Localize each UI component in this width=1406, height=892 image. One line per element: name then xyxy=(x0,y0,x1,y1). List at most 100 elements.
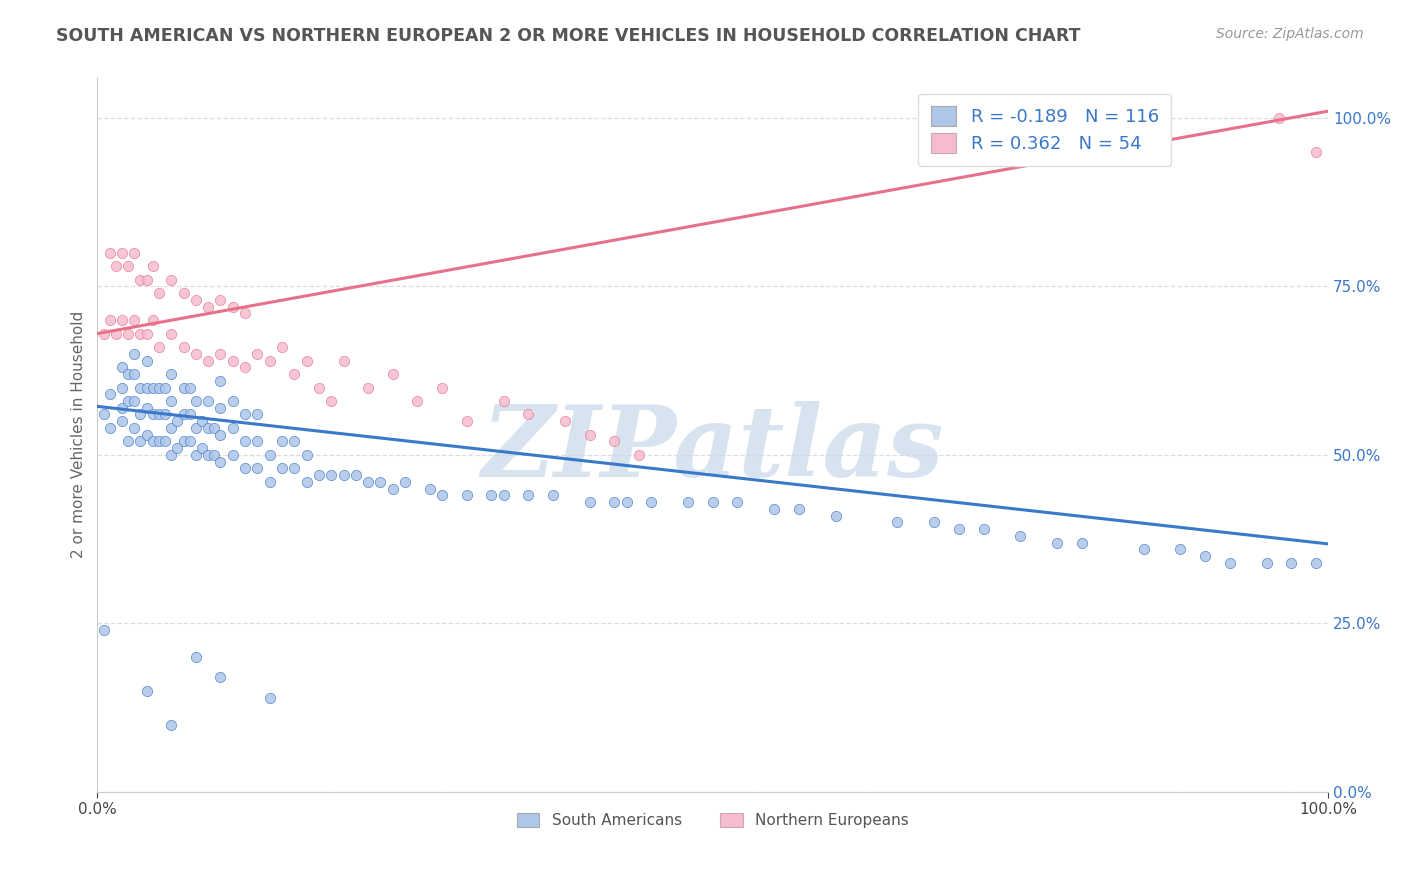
Point xyxy=(93,408,115,422)
Point xyxy=(271,434,294,449)
Point xyxy=(271,461,294,475)
Point xyxy=(129,380,152,394)
Point xyxy=(222,394,245,409)
Point xyxy=(129,273,152,287)
Point xyxy=(973,522,995,536)
Point xyxy=(173,380,195,394)
Point xyxy=(173,434,195,449)
Point xyxy=(142,313,165,327)
Point xyxy=(370,475,392,489)
Point xyxy=(627,448,650,462)
Point xyxy=(148,286,170,301)
Point xyxy=(197,394,219,409)
Point xyxy=(357,380,380,394)
Point xyxy=(184,421,207,435)
Point xyxy=(111,360,134,375)
Point xyxy=(1071,535,1094,549)
Text: SOUTH AMERICAN VS NORTHERN EUROPEAN 2 OR MORE VEHICLES IN HOUSEHOLD CORRELATION : SOUTH AMERICAN VS NORTHERN EUROPEAN 2 OR… xyxy=(56,27,1081,45)
Point xyxy=(1046,535,1069,549)
Point xyxy=(197,421,219,435)
Text: ZIPatlas: ZIPatlas xyxy=(482,401,943,497)
Point xyxy=(787,501,810,516)
Point xyxy=(308,380,330,394)
Point xyxy=(541,488,564,502)
Point xyxy=(142,434,165,449)
Point xyxy=(246,347,269,361)
Point xyxy=(1256,556,1278,570)
Point xyxy=(153,434,176,449)
Point xyxy=(222,448,245,462)
Point xyxy=(1194,549,1216,563)
Point xyxy=(1010,529,1032,543)
Point xyxy=(160,326,183,341)
Point xyxy=(209,347,232,361)
Point xyxy=(1268,111,1291,125)
Point xyxy=(179,380,201,394)
Point xyxy=(283,434,305,449)
Point xyxy=(135,683,157,698)
Point xyxy=(321,468,343,483)
Point xyxy=(295,353,318,368)
Point xyxy=(517,408,540,422)
Point xyxy=(517,488,540,502)
Point xyxy=(616,495,638,509)
Point xyxy=(209,455,232,469)
Point xyxy=(129,326,152,341)
Point xyxy=(222,421,245,435)
Point xyxy=(1305,145,1327,159)
Point xyxy=(344,468,367,483)
Text: Source: ZipAtlas.com: Source: ZipAtlas.com xyxy=(1216,27,1364,41)
Point xyxy=(148,408,170,422)
Point xyxy=(135,401,157,415)
Point xyxy=(124,367,146,381)
Point xyxy=(124,245,146,260)
Point xyxy=(492,488,515,502)
Point xyxy=(479,488,502,502)
Point xyxy=(173,286,195,301)
Point xyxy=(197,448,219,462)
Point xyxy=(111,245,134,260)
Point xyxy=(153,408,176,422)
Point xyxy=(202,448,225,462)
Point xyxy=(179,408,201,422)
Point xyxy=(295,448,318,462)
Point xyxy=(1279,556,1302,570)
Point xyxy=(142,380,165,394)
Point xyxy=(98,421,121,435)
Point xyxy=(332,468,354,483)
Point xyxy=(160,448,183,462)
Point xyxy=(209,401,232,415)
Point xyxy=(209,293,232,307)
Point xyxy=(148,380,170,394)
Point xyxy=(184,347,207,361)
Point xyxy=(111,414,134,428)
Point xyxy=(676,495,699,509)
Point xyxy=(93,326,115,341)
Point xyxy=(98,313,121,327)
Point xyxy=(233,461,256,475)
Point xyxy=(640,495,662,509)
Point xyxy=(259,353,281,368)
Point xyxy=(222,353,245,368)
Point xyxy=(271,340,294,354)
Point xyxy=(173,340,195,354)
Point xyxy=(233,360,256,375)
Point xyxy=(191,441,214,455)
Point xyxy=(321,394,343,409)
Point xyxy=(233,434,256,449)
Point xyxy=(763,501,786,516)
Point xyxy=(173,408,195,422)
Point xyxy=(948,522,970,536)
Point xyxy=(295,475,318,489)
Point xyxy=(1219,556,1241,570)
Point xyxy=(283,461,305,475)
Point xyxy=(419,482,441,496)
Point xyxy=(233,408,256,422)
Point xyxy=(111,313,134,327)
Point xyxy=(142,408,165,422)
Point xyxy=(209,374,232,388)
Point xyxy=(166,441,188,455)
Point xyxy=(578,495,600,509)
Point xyxy=(603,495,626,509)
Point xyxy=(222,300,245,314)
